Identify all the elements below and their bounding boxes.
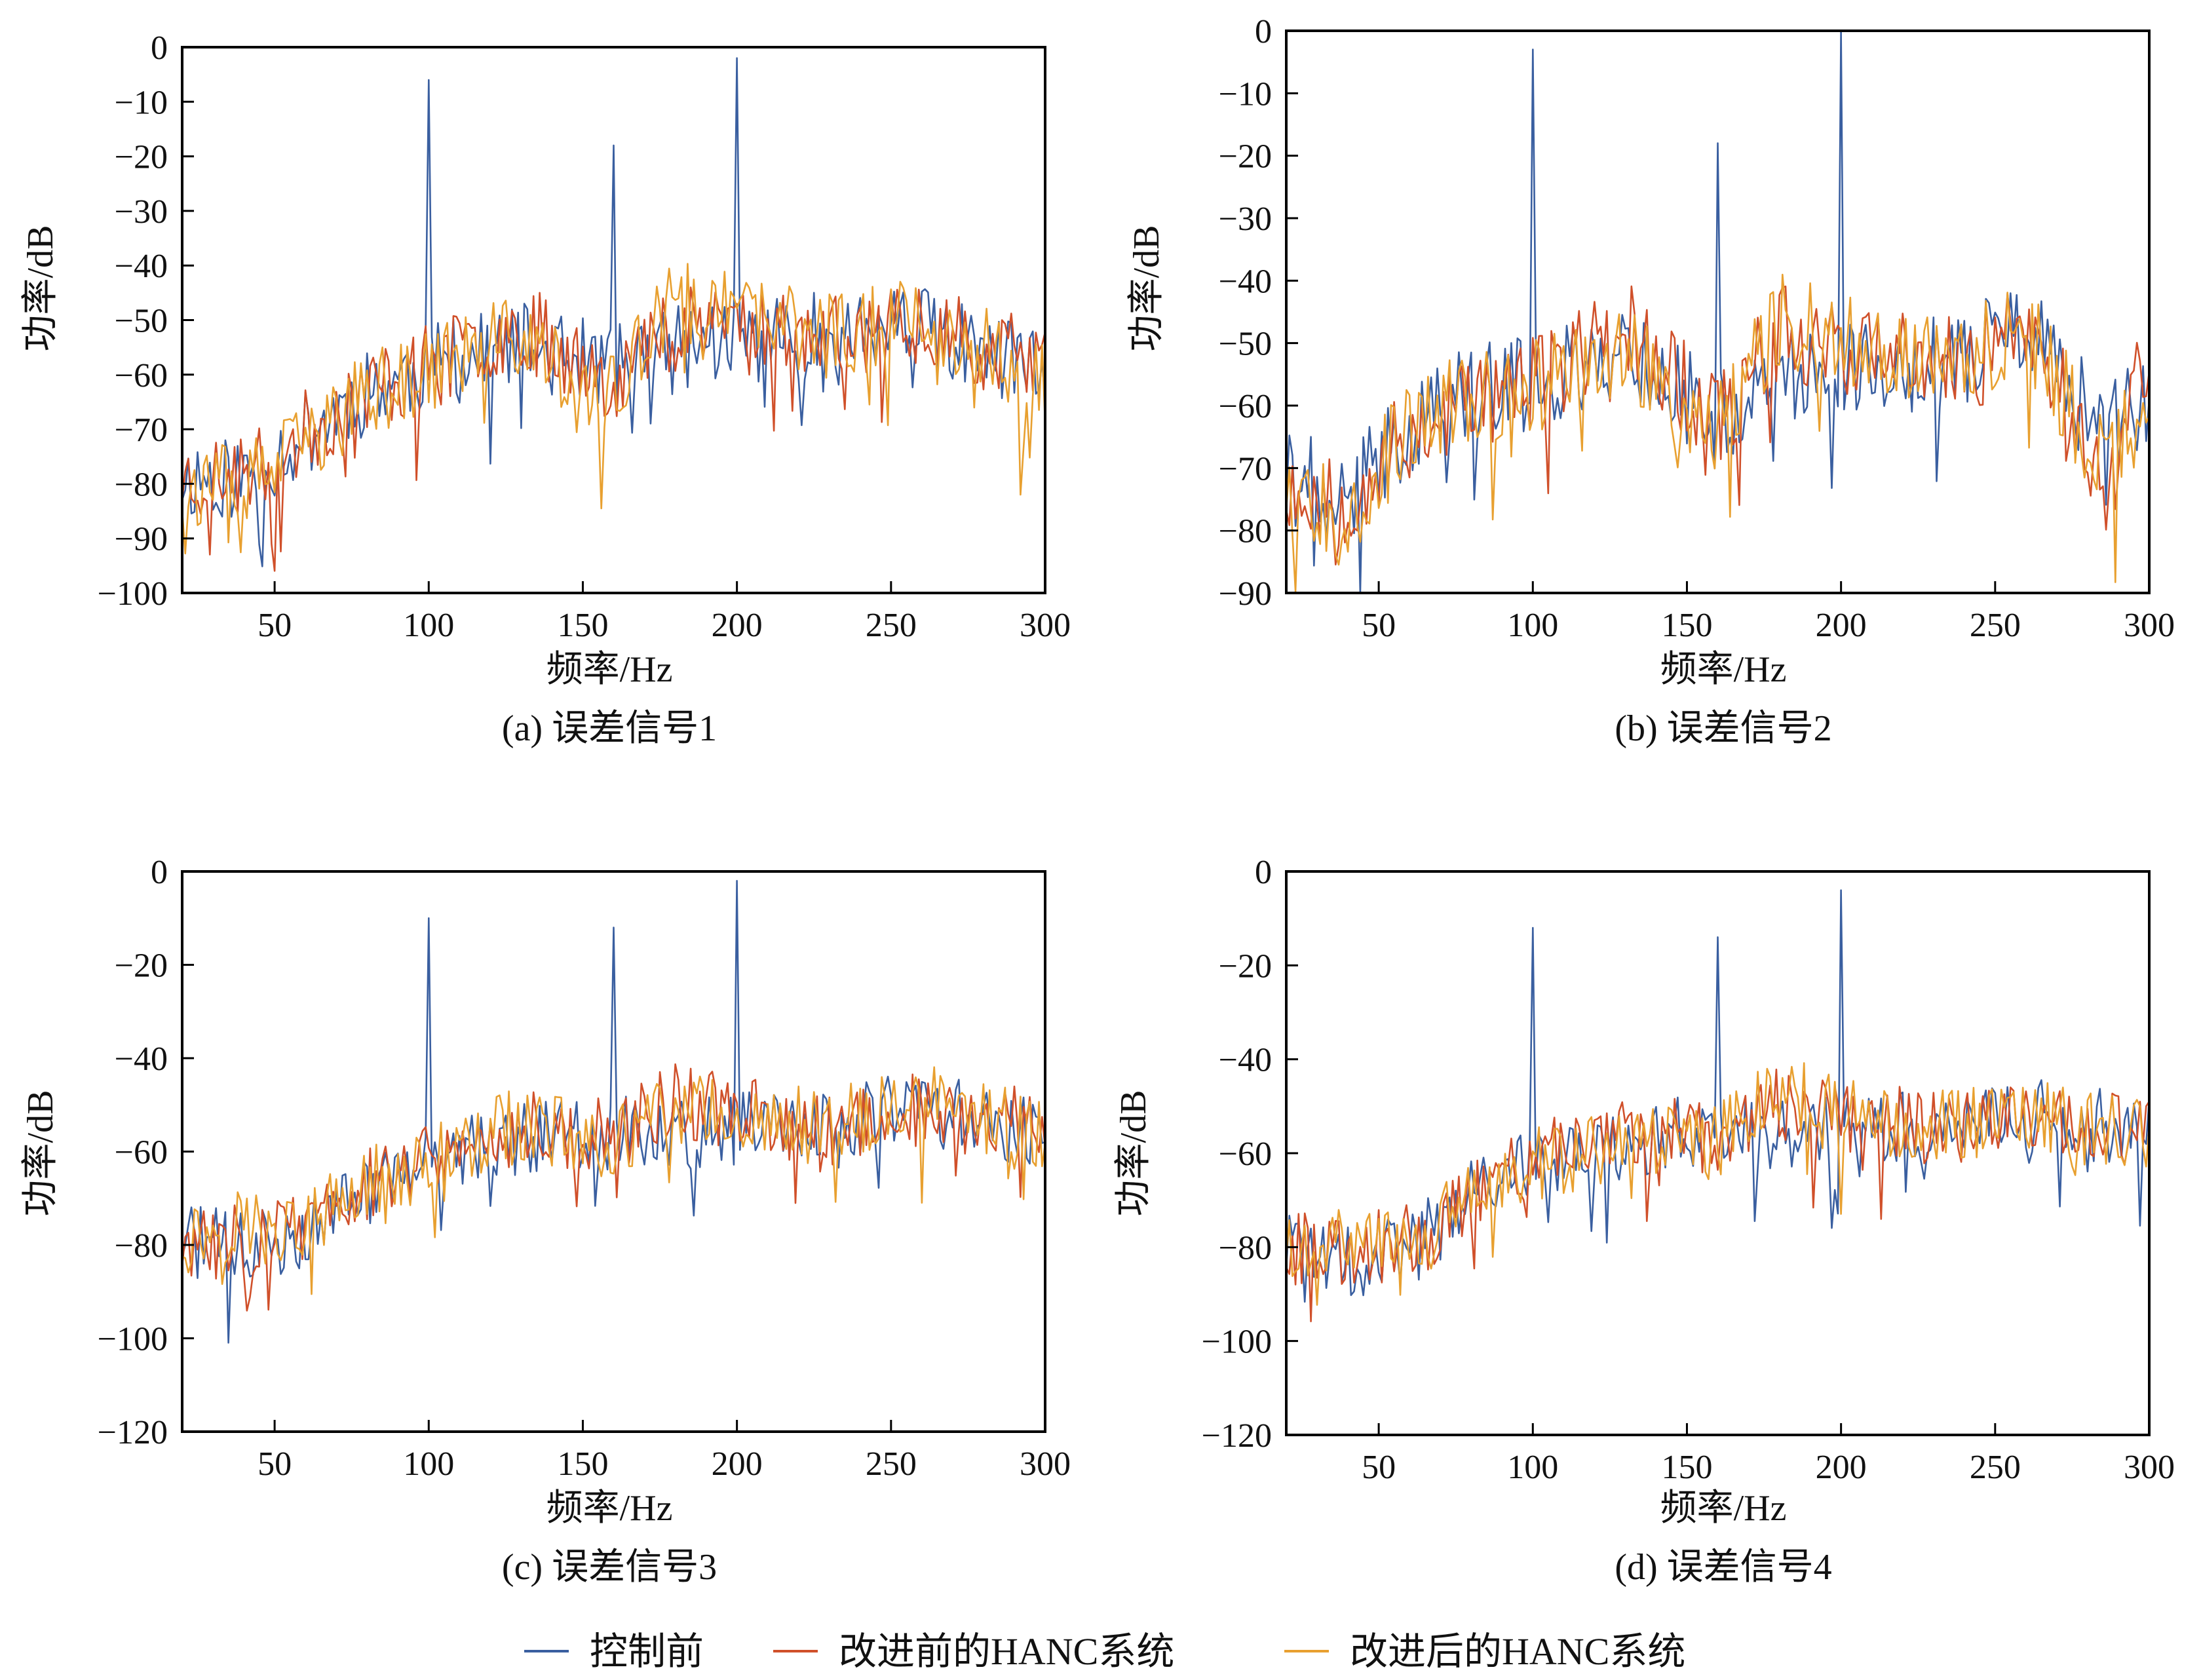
xlabel-c: 频率/Hz [546, 1488, 673, 1529]
y-tick-label-a-4: −40 [115, 248, 168, 285]
y-tick-label-a-2: −20 [115, 139, 168, 176]
y-tick-label-b-0: 0 [1255, 13, 1272, 50]
y-tick-label-c-1: −20 [115, 947, 168, 985]
y-tick-label-d-6: −120 [1202, 1417, 1272, 1455]
x-tick-label-d-2: 150 [1661, 1449, 1712, 1486]
y-tick-label-a-9: −90 [115, 521, 168, 558]
y-tick-label-b-1: −10 [1219, 75, 1272, 113]
legend-label-2: 改进后的HANC系统 [1350, 1630, 1685, 1673]
x-tick-label-a-5: 300 [1020, 607, 1071, 644]
x-tick-label-c-1: 100 [403, 1445, 454, 1483]
x-tick-label-d-1: 100 [1507, 1449, 1558, 1486]
y-tick-label-d-1: −20 [1219, 947, 1272, 985]
panel-a: 功率/dB 频率/Hz (a) 误差信号1 50 100 150 200 250 300 0… [20, 29, 1071, 749]
x-tick-label-c-2: 150 [557, 1445, 608, 1483]
legend-label-1: 改进前的HANC系统 [839, 1630, 1174, 1673]
y-tick-label-c-6: −120 [98, 1414, 168, 1451]
x-tick-label-b-5: 300 [2124, 607, 2175, 644]
xlabel-a: 频率/Hz [546, 649, 673, 690]
x-tick-label-c-0: 50 [258, 1445, 292, 1483]
y-tick-label-c-4: −80 [115, 1227, 168, 1265]
plot-frame-a [181, 46, 1046, 594]
x-tick-label-b-4: 250 [1970, 607, 2021, 644]
y-tick-label-a-0: 0 [151, 29, 168, 67]
y-tick-label-a-8: −80 [115, 466, 168, 503]
x-tick-label-a-0: 50 [258, 607, 292, 644]
y-tick-label-b-9: −90 [1219, 575, 1272, 613]
series-line-a-2 [182, 263, 1045, 555]
x-tick-label-c-3: 200 [712, 1445, 763, 1483]
x-tick-label-a-3: 200 [712, 607, 763, 644]
x-tick-label-b-1: 100 [1507, 607, 1558, 644]
x-tick-label-a-4: 250 [866, 607, 917, 644]
x-tick-label-d-0: 50 [1362, 1449, 1396, 1486]
x-tick-label-c-4: 250 [866, 1445, 917, 1483]
x-tick-label-a-1: 100 [403, 607, 454, 644]
series-line-b-0 [1286, 31, 2149, 593]
y-tick-label-a-5: −50 [115, 303, 168, 340]
xlabel-d: 频率/Hz [1660, 1488, 1787, 1529]
series-line-c-2 [182, 1066, 1045, 1295]
y-tick-label-d-0: 0 [1255, 854, 1272, 891]
panel-b: 功率/dB 频率/Hz (b) 误差信号2 50 100 150 200 250 300 0… [1126, 13, 2175, 749]
ylabel-b: 功率/dB [1126, 225, 1167, 352]
x-tick-label-a-2: 150 [557, 607, 608, 644]
legend: 控制前 改进前的HANC系统 改进后的HANC系统 [524, 1630, 1685, 1673]
series-line-d-0 [1286, 889, 2149, 1303]
x-tick-label-d-4: 250 [1970, 1449, 2021, 1486]
y-tick-label-b-5: −50 [1219, 326, 1272, 363]
series-line-d-2 [1286, 1062, 2149, 1306]
plot-frame-b [1285, 29, 2151, 594]
ylabel-d: 功率/dB [1113, 1090, 1154, 1217]
panel-d: 功率/dB 频率/Hz (d) 误差信号4 50 100 150 200 250 300 0… [1113, 854, 2175, 1588]
x-tick-label-c-5: 300 [1020, 1445, 1071, 1483]
y-tick-label-a-7: −70 [115, 411, 168, 449]
y-tick-label-c-0: 0 [151, 854, 168, 891]
y-tick-label-b-4: −40 [1219, 263, 1272, 300]
x-tick-label-d-3: 200 [1816, 1449, 1867, 1486]
y-tick-label-b-3: −30 [1219, 200, 1272, 238]
y-tick-label-d-4: −80 [1219, 1229, 1272, 1267]
ylabel-a: 功率/dB [20, 225, 61, 352]
y-tick-label-c-5: −100 [98, 1321, 168, 1358]
y-tick-label-d-5: −100 [1202, 1324, 1272, 1361]
y-tick-label-a-6: −60 [115, 357, 168, 394]
caption-b: (b) 误差信号2 [1615, 708, 1831, 749]
x-tick-label-b-0: 50 [1362, 607, 1396, 644]
series-line-d-1 [1286, 1068, 2149, 1322]
y-tick-label-b-8: −80 [1219, 513, 1272, 550]
x-tick-label-b-3: 200 [1816, 607, 1867, 644]
y-tick-label-b-6: −60 [1219, 388, 1272, 425]
ylabel-c: 功率/dB [20, 1090, 61, 1217]
y-tick-label-b-2: −20 [1219, 138, 1272, 176]
series-line-b-2 [1286, 273, 2149, 592]
legend-label-0: 控制前 [590, 1630, 704, 1673]
y-tick-label-b-7: −70 [1219, 450, 1272, 487]
x-tick-label-d-5: 300 [2124, 1449, 2175, 1486]
y-tick-label-a-10: −100 [98, 575, 168, 613]
y-tick-label-c-3: −60 [115, 1134, 168, 1172]
y-tick-label-d-3: −60 [1219, 1136, 1272, 1173]
series-line-a-0 [182, 57, 1045, 567]
caption-d: (d) 误差信号4 [1615, 1547, 1831, 1588]
series-line-a-1 [182, 286, 1045, 572]
y-tick-label-a-3: −30 [115, 193, 168, 231]
y-tick-label-a-1: −10 [115, 84, 168, 121]
series-line-c-1 [182, 1063, 1045, 1312]
panel-c: 功率/dB 频率/Hz (c) 误差信号3 50 100 150 200 250 300 0… [20, 854, 1071, 1588]
y-tick-label-c-2: −40 [115, 1040, 168, 1078]
caption-c: (c) 误差信号3 [502, 1547, 717, 1588]
caption-a: (a) 误差信号1 [502, 708, 717, 749]
y-tick-label-d-2: −40 [1219, 1042, 1272, 1079]
xlabel-b: 频率/Hz [1660, 649, 1787, 690]
x-tick-label-b-2: 150 [1661, 607, 1712, 644]
